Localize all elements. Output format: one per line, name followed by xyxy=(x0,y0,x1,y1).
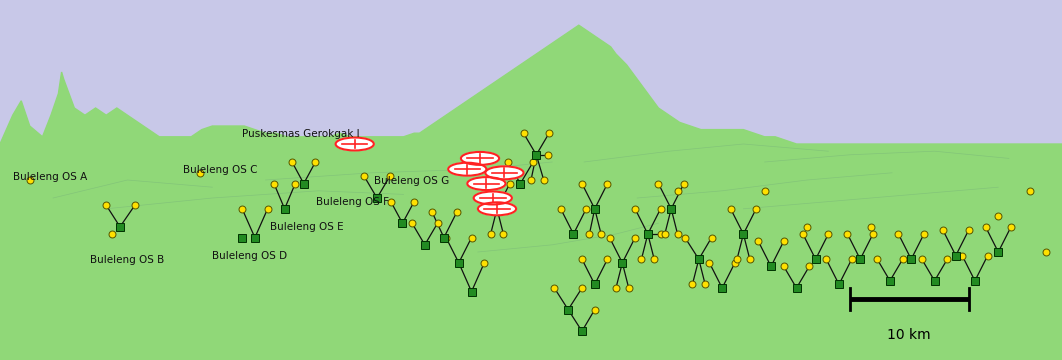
Circle shape xyxy=(478,202,516,215)
Text: Buleleng OS B: Buleleng OS B xyxy=(90,255,165,265)
Text: 10 km: 10 km xyxy=(887,328,931,342)
Text: Buleleng OS G: Buleleng OS G xyxy=(374,176,449,186)
Polygon shape xyxy=(0,25,1062,360)
Circle shape xyxy=(461,152,499,165)
Circle shape xyxy=(336,138,374,150)
Text: Buleleng OS A: Buleleng OS A xyxy=(13,172,87,182)
Text: Buleleng OS F: Buleleng OS F xyxy=(316,197,390,207)
Circle shape xyxy=(448,163,486,176)
Text: Buleleng OS D: Buleleng OS D xyxy=(212,251,288,261)
Circle shape xyxy=(467,177,506,190)
Text: Puskesmas Gerokgak I: Puskesmas Gerokgak I xyxy=(242,129,360,139)
Circle shape xyxy=(485,166,524,179)
Text: Buleleng OS E: Buleleng OS E xyxy=(270,222,343,233)
Circle shape xyxy=(474,192,512,204)
Text: Buleleng OS C: Buleleng OS C xyxy=(183,165,257,175)
